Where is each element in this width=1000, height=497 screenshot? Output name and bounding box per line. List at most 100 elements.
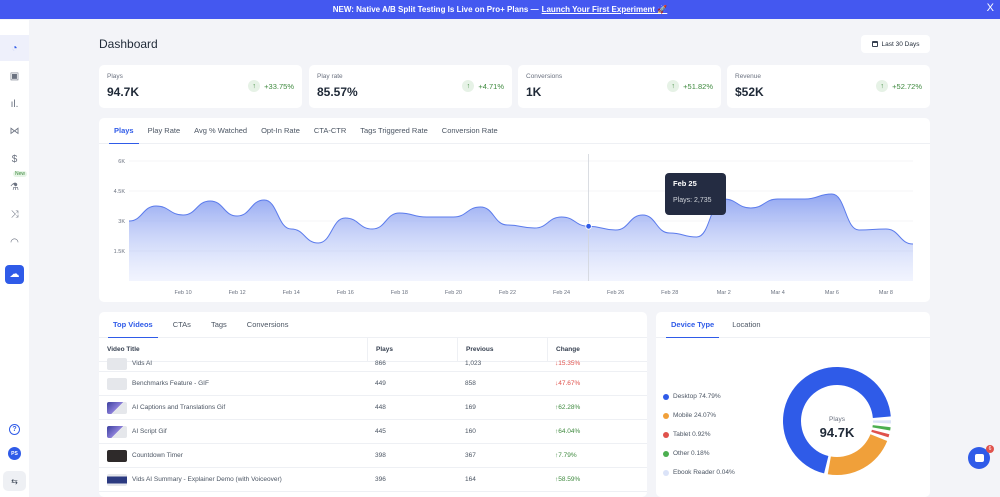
plays-cell: 449	[375, 380, 386, 387]
legend-label: Tablet 0.92%	[673, 431, 711, 438]
legend-item[interactable]: Mobile 24.07%	[663, 406, 735, 425]
plays-cell: 445	[375, 428, 386, 435]
banner-text: NEW: Native A/B Split Testing Is Live on…	[332, 5, 539, 14]
sidebar-item-revenue[interactable]: $	[0, 146, 29, 172]
col-change[interactable]: Change	[547, 338, 647, 361]
legend-dot	[663, 393, 669, 400]
change-cell: ↑58.59%	[555, 476, 581, 483]
stat-card-plays: Plays 94.7K ↑ +33.75%	[99, 65, 302, 108]
chat-button[interactable]	[968, 447, 990, 469]
donut-segment-ebook-reader[interactable]	[872, 420, 891, 424]
headset-icon: ◠	[10, 236, 19, 248]
tab-plays[interactable]: Plays	[107, 118, 141, 144]
device-type-card: Device Type Location Desktop 74.79% Mobil…	[656, 312, 930, 497]
donut-segment-mobile[interactable]	[827, 434, 888, 475]
tab-play-rate[interactable]: Play Rate	[147, 126, 181, 135]
video-title[interactable]: Vids AI Summary - Explainer Demo (with V…	[132, 476, 282, 483]
stat-label: Revenue	[735, 73, 762, 80]
chart-tooltip: Feb 25 Plays: 2,735	[665, 173, 726, 215]
sidebar-item-funnels[interactable]: ⋈	[0, 118, 29, 144]
device-donut-chart[interactable]	[777, 361, 897, 481]
legend-item[interactable]: Other 0.18%	[663, 444, 735, 463]
legend-label: Desktop 74.79%	[673, 393, 721, 400]
table-row[interactable]: Countdown Timer 398 367 ↑7.79%	[99, 444, 647, 468]
date-range-label: Last 30 Days	[881, 40, 920, 48]
sidebar-item-shuffle[interactable]: ⤨	[0, 201, 29, 227]
video-title[interactable]: Vids AI	[132, 360, 153, 367]
avatar[interactable]: PS	[8, 447, 21, 460]
tab-cta-ctr[interactable]: CTA-CTR	[313, 126, 347, 135]
video-title[interactable]: AI Script Gif	[132, 428, 167, 435]
stat-change: ↑ +4.71%	[462, 80, 504, 92]
col-plays[interactable]: Plays	[367, 338, 457, 361]
date-range-button[interactable]: Last 30 Days	[861, 35, 930, 53]
sidebar-item-ab-testing[interactable]: ⚗ New	[0, 171, 29, 200]
donut-center: Plays 94.7K	[804, 416, 870, 440]
tab-tags[interactable]: Tags	[210, 320, 227, 329]
new-badge: New	[13, 171, 28, 177]
table-row[interactable]: AI Captions and Translations Gif 448 169 ↑6…	[99, 396, 647, 420]
video-title-cell: AI Captions and Translations Gif	[99, 401, 367, 414]
close-banner-button[interactable]: X	[986, 2, 994, 14]
video-thumbnail	[107, 425, 127, 438]
tab-conversions[interactable]: Conversions	[246, 320, 289, 329]
announcement-banner: NEW: Native A/B Split Testing Is Live on…	[0, 0, 1000, 19]
sidebar-item-dashboard[interactable]: ◔	[0, 35, 29, 61]
tab-opt-in-rate[interactable]: Opt-In Rate	[261, 126, 300, 135]
top-videos-card: Top Videos CTAs Tags Conversions Video T…	[99, 312, 647, 497]
stat-card-revenue: Revenue $52K ↑ +52.72%	[727, 65, 930, 108]
donut-segment-desktop[interactable]	[783, 367, 891, 474]
donut-segment-tablet[interactable]	[871, 429, 890, 438]
svg-text:Feb 26: Feb 26	[607, 290, 624, 296]
video-title[interactable]: Countdown Timer	[132, 452, 183, 459]
sidebar-item-support[interactable]: ◠	[0, 229, 29, 255]
tab-top-videos[interactable]: Top Videos	[106, 312, 160, 338]
legend-label: Mobile 24.07%	[673, 412, 716, 419]
video-title[interactable]: Benchmarks Feature - GIF	[132, 380, 209, 387]
video-thumbnail	[107, 449, 127, 462]
table-row[interactable]: Vids AI Summary - Explainer Demo (with V…	[99, 468, 647, 492]
legend-item[interactable]: Ebook Reader 0.04%	[663, 463, 735, 482]
sidebar-item-upload[interactable]: ☁	[5, 265, 24, 284]
tab-ctas[interactable]: CTAs	[172, 320, 191, 329]
banner-link[interactable]: Launch Your First Experiment 🚀	[541, 5, 668, 14]
col-previous[interactable]: Previous	[457, 338, 547, 361]
tab-tags-triggered-rate[interactable]: Tags Triggered Rate	[360, 126, 428, 135]
stat-label: Conversions	[526, 73, 563, 80]
legend-item[interactable]: Desktop 74.79%	[663, 387, 735, 406]
stat-label: Play rate	[317, 73, 343, 80]
table-row[interactable]: Benchmarks Feature - GIF 449 858 ↓47.67%	[99, 372, 647, 396]
tab-location[interactable]: Location	[732, 320, 761, 329]
legend-item[interactable]: Tablet 0.92%	[663, 425, 735, 444]
video-title-cell: Benchmarks Feature - GIF	[99, 377, 367, 390]
plays-area-chart[interactable]: 1.5K 3K 4.5K 6K Feb 10 Feb 12 Feb 14 Feb 16 Feb …	[99, 144, 930, 302]
svg-text:4.5K: 4.5K	[114, 189, 126, 195]
sidebar-item-analytics[interactable]: ıl.	[0, 91, 29, 117]
tooltip-date: Feb 25	[673, 179, 697, 188]
table-tabs: Top Videos CTAs Tags Conversions	[99, 312, 647, 338]
tab-avg-watched[interactable]: Avg % Watched	[194, 126, 248, 135]
switch-user-button[interactable]: ⇆	[3, 471, 26, 491]
col-video-title[interactable]: Video Title	[107, 346, 140, 353]
video-title-cell: AI Script Gif	[99, 425, 367, 438]
svg-text:1.5K: 1.5K	[114, 249, 126, 255]
arrow-up-icon: ↑	[876, 80, 889, 92]
table-row[interactable]: AI Script Gif 445 160 ↑64.04%	[99, 420, 647, 444]
previous-cell: 367	[465, 452, 476, 459]
user-switch-icon: ⇆	[11, 476, 18, 486]
stat-change: ↑ +51.82%	[667, 80, 713, 92]
video-title[interactable]: AI Captions and Translations Gif	[132, 404, 226, 411]
stat-change-value: +4.71%	[478, 81, 504, 91]
donut-segment-other[interactable]	[872, 425, 891, 431]
chart-tabs: Plays Play Rate Avg % Watched Opt-In Rat…	[99, 118, 930, 144]
sidebar-item-videos[interactable]: ▣	[0, 63, 29, 89]
chat-unread-badge: 6	[986, 445, 994, 453]
tab-device-type[interactable]: Device Type	[664, 312, 721, 338]
change-cell: ↓47.67%	[555, 380, 581, 387]
help-icon[interactable]: ?	[9, 424, 20, 435]
calendar-icon	[871, 41, 878, 47]
tab-conversion-rate[interactable]: Conversion Rate	[441, 126, 498, 135]
arrow-up-icon: ↑	[248, 80, 261, 92]
arrow-up-icon: ↑	[667, 80, 680, 92]
table-row[interactable]: Vids AI 866 1,023 ↓15.35%	[99, 356, 647, 372]
